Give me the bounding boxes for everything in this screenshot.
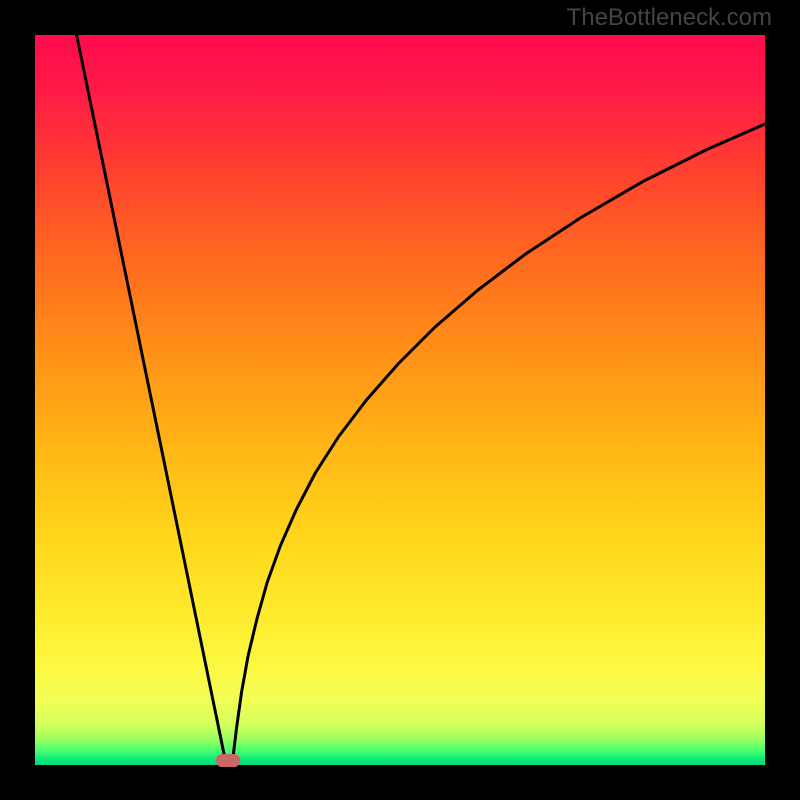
chart-minimum-marker	[216, 754, 240, 767]
watermark-text: TheBottleneck.com	[567, 4, 772, 32]
chart-plot-area	[35, 35, 765, 765]
minimum-marker-rect	[216, 754, 240, 767]
chart-stage: TheBottleneck.com	[0, 0, 800, 800]
